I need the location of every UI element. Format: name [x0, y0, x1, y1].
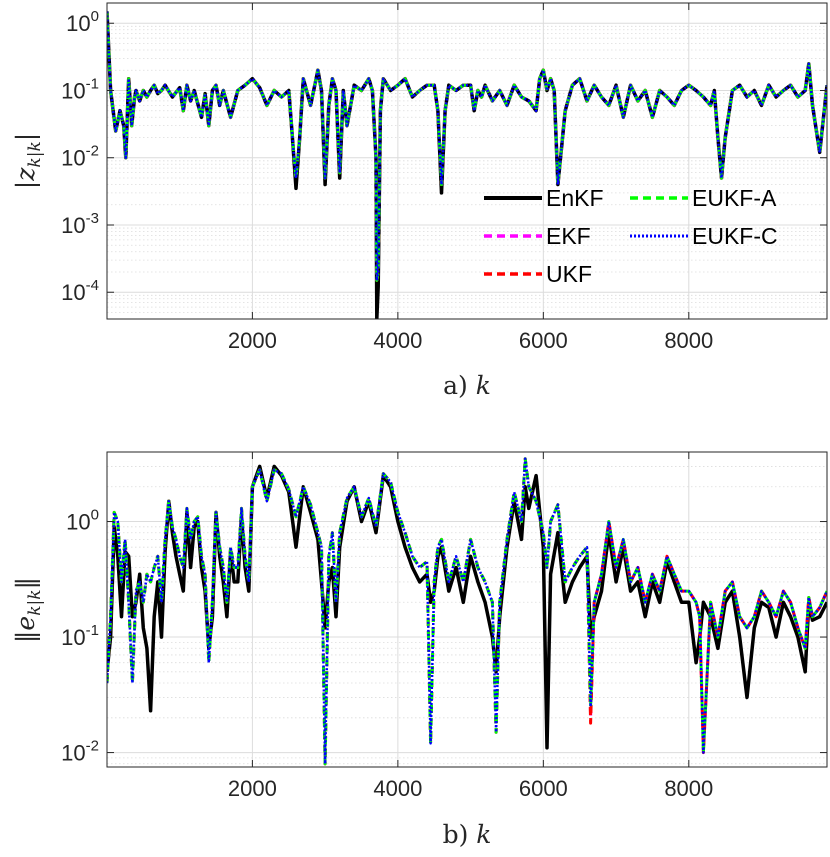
panel-label-a: a): [443, 371, 468, 400]
series-line-eukf-a-a: [107, 11, 827, 282]
ylabel-a: |zk|k|: [11, 133, 45, 189]
y-tick-label-a: 10-4: [61, 277, 99, 305]
y-tick-base: 10: [66, 11, 90, 36]
axes-box-a: [106, 2, 828, 320]
y-tick-exponent: 0: [91, 507, 99, 524]
y-tick-label-a: 10-2: [61, 143, 99, 171]
y-tick-base: 10: [61, 78, 85, 103]
legend-label-ukf: UKF: [546, 261, 592, 287]
grid-a: [107, 3, 827, 319]
y-tick-base: 10: [61, 280, 85, 305]
y-tick-label-a: 100: [66, 8, 99, 36]
grid-b: [107, 452, 827, 767]
legend-label-eukf-c: EUKF-C: [692, 223, 778, 249]
legend-label-ekf: EKF: [546, 223, 591, 249]
y-tick-label-b: 10-1: [61, 622, 99, 650]
y-tick-exponent: -2: [86, 143, 99, 160]
y-tick-exponent: -1: [86, 622, 99, 639]
x-tick-label-a: 4000: [373, 328, 422, 353]
series-line-ukf-b: [107, 457, 827, 766]
legend-label-eukf-a: EUKF-A: [692, 185, 777, 211]
x-tick-label-a: 6000: [519, 328, 568, 353]
y-tick-base: 10: [66, 510, 90, 535]
y-tick-exponent: -1: [86, 75, 99, 92]
panel-label-b: b): [443, 820, 469, 849]
x-tick-label-b: 4000: [373, 776, 422, 801]
y-tick-base: 10: [61, 625, 85, 650]
y-tick-label-b: 10-2: [61, 738, 99, 766]
xlabel-var-b: k: [476, 820, 491, 849]
y-tick-label-a: 10-1: [61, 75, 99, 103]
ylabel-b: ‖ek|k‖: [11, 577, 45, 643]
series-group-b: [107, 457, 827, 766]
xlabel-a: a) k: [443, 371, 491, 400]
xlabel-var-a: k: [476, 371, 491, 400]
x-tick-label-a: 8000: [664, 328, 713, 353]
y-tick-exponent: -2: [86, 738, 99, 755]
y-tick-exponent: 0: [91, 8, 99, 25]
y-tick-label-b: 100: [66, 507, 99, 535]
x-tick-label-b: 2000: [228, 776, 277, 801]
y-tick-exponent: -3: [86, 210, 99, 227]
y-tick-label-a: 10-3: [61, 210, 99, 238]
y-tick-base: 10: [61, 213, 85, 238]
xlabel-b: b) k: [443, 820, 492, 849]
x-tick-label-b: 6000: [519, 776, 568, 801]
axes-box-b: [106, 451, 828, 768]
legend: EnKF EKF UKF EUKF-A EUKF-C: [484, 185, 778, 287]
series-line-eukf-c-b: [107, 457, 827, 766]
x-tick-label-b: 8000: [664, 776, 713, 801]
y-tick-base: 10: [61, 741, 85, 766]
y-tick-exponent: -4: [86, 277, 99, 294]
series-group-a: [107, 11, 827, 319]
y-tick-base: 10: [61, 146, 85, 171]
x-tick-label-a: 2000: [228, 328, 277, 353]
plot-area-b: [107, 452, 827, 767]
legend-label-enkf: EnKF: [546, 185, 604, 211]
